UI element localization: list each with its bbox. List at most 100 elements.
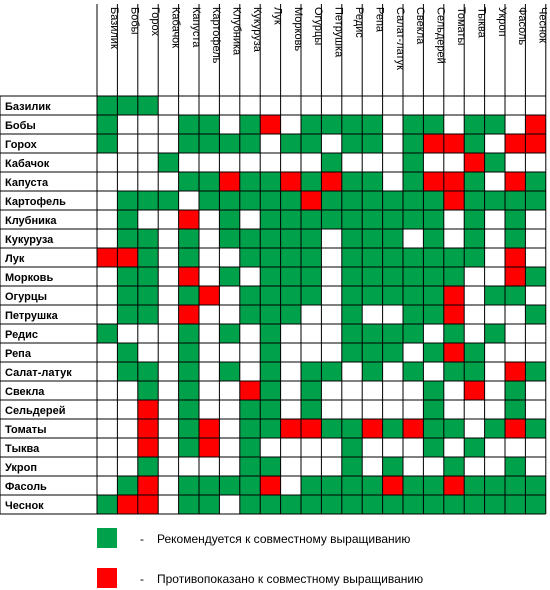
grid-cell-contraindicated: [464, 153, 485, 172]
grid-cell-neutral: [199, 324, 220, 343]
legend-swatch-recommended: [97, 528, 117, 548]
grid-cell-neutral: [158, 381, 179, 400]
grid-cell-recommended: [117, 362, 138, 381]
grid-cell-neutral: [505, 343, 526, 362]
grid-cell-neutral: [341, 381, 363, 400]
grid-cell-recommended: [321, 115, 342, 134]
grid-cell-neutral: [321, 267, 342, 286]
column-label: Капуста: [190, 7, 202, 48]
grid-cell-neutral: [464, 457, 485, 476]
grid-cell-contraindicated: [178, 305, 199, 324]
grid-cell-recommended: [178, 286, 199, 305]
grid-cell-recommended: [362, 191, 383, 210]
grid-cell-neutral: [158, 172, 179, 191]
grid-cell-recommended: [341, 267, 363, 286]
grid-cell-neutral: [403, 457, 424, 476]
grid-cell-recommended: [239, 134, 261, 153]
grid-cell-neutral: [137, 115, 159, 134]
grid-cell-contraindicated: [321, 172, 342, 191]
grid-cell-contraindicated: [505, 362, 526, 381]
grid-cell-neutral: [97, 305, 118, 324]
grid-cell-neutral: [158, 419, 179, 438]
grid-cell-recommended: [464, 210, 485, 229]
grid-cell-recommended: [97, 96, 118, 115]
grid-cell-neutral: [158, 286, 179, 305]
grid-cell-recommended: [280, 210, 301, 229]
grid-cell-recommended: [403, 248, 424, 267]
grid-cell-recommended: [464, 172, 485, 191]
grid-cell-recommended: [382, 324, 403, 343]
grid-cell-neutral: [219, 153, 240, 172]
grid-cell-recommended: [525, 267, 546, 286]
column-label: Редис: [353, 7, 365, 38]
grid-cell-neutral: [484, 400, 505, 419]
grid-cell-neutral: [280, 115, 301, 134]
grid-cell-recommended: [178, 324, 199, 343]
column-label: Морковь: [292, 7, 304, 51]
grid-cell-recommended: [362, 229, 383, 248]
grid-cell-neutral: [158, 305, 179, 324]
grid-cell-neutral: [341, 362, 363, 381]
grid-cell-recommended: [423, 286, 444, 305]
grid-cell-recommended: [137, 191, 159, 210]
grid-cell-neutral: [464, 324, 485, 343]
grid-cell-recommended: [484, 476, 505, 495]
grid-cell-neutral: [505, 305, 526, 324]
grid-cell-neutral: [280, 153, 301, 172]
grid-cell-recommended: [219, 362, 240, 381]
grid-cell-recommended: [464, 115, 485, 134]
grid-cell-recommended: [505, 229, 526, 248]
grid-cell-recommended: [464, 191, 485, 210]
grid-cell-recommended: [505, 210, 526, 229]
grid-cell-neutral: [280, 438, 301, 457]
grid-cell-contraindicated: [423, 134, 444, 153]
grid-cell-neutral: [423, 324, 444, 343]
grid-cell-recommended: [382, 419, 403, 438]
grid-cell-neutral: [260, 153, 281, 172]
grid-cell-neutral: [97, 153, 118, 172]
grid-cell-neutral: [137, 343, 159, 362]
row-label: Чеснок: [5, 500, 44, 512]
grid-cell-recommended: [443, 248, 465, 267]
grid-cell-contraindicated: [199, 419, 220, 438]
grid-cell-recommended: [382, 229, 403, 248]
grid-cell-recommended: [341, 191, 363, 210]
grid-cell-neutral: [403, 96, 424, 115]
grid-cell-recommended: [403, 191, 424, 210]
grid-cell-recommended: [341, 495, 363, 514]
companion-planting-grid: Базилик Бобы Горох Кабачок Капуста Картофель К…: [0, 4, 549, 515]
grid-cell-neutral: [158, 324, 179, 343]
grid-cell-recommended: [321, 191, 342, 210]
grid-cell-neutral: [525, 324, 546, 343]
grid-cell-contraindicated: [137, 438, 159, 457]
grid-cell-neutral: [239, 96, 261, 115]
grid-cell-neutral: [199, 96, 220, 115]
grid-cell-contraindicated: [199, 286, 220, 305]
grid-cell-neutral: [382, 153, 403, 172]
grid-cell-recommended: [525, 362, 546, 381]
grid-cell-neutral: [362, 457, 383, 476]
grid-cell-neutral: [97, 362, 118, 381]
grid-cell-recommended: [301, 210, 322, 229]
grid-cell-recommended: [464, 343, 485, 362]
grid-cell-neutral: [117, 134, 138, 153]
grid-cell-neutral: [117, 172, 138, 191]
grid-cell-neutral: [158, 495, 179, 514]
grid-cell-recommended: [321, 362, 342, 381]
grid-cell-neutral: [117, 438, 138, 457]
grid-cell-recommended: [362, 343, 383, 362]
grid-cell-contraindicated: [260, 476, 281, 495]
grid-cell-contraindicated: [301, 191, 322, 210]
grid-cell-recommended: [505, 457, 526, 476]
grid-cell-recommended: [199, 134, 220, 153]
grid-cell-recommended: [260, 267, 281, 286]
grid-cell-recommended: [137, 457, 159, 476]
column-label: Огурцы: [312, 7, 324, 45]
grid-cell-recommended: [301, 476, 322, 495]
grid-cell-contraindicated: [137, 419, 159, 438]
grid-cell-neutral: [239, 153, 261, 172]
grid-cell-neutral: [97, 476, 118, 495]
grid-cell-neutral: [525, 96, 546, 115]
grid-cell-recommended: [260, 305, 281, 324]
grid-cell-recommended: [239, 400, 261, 419]
